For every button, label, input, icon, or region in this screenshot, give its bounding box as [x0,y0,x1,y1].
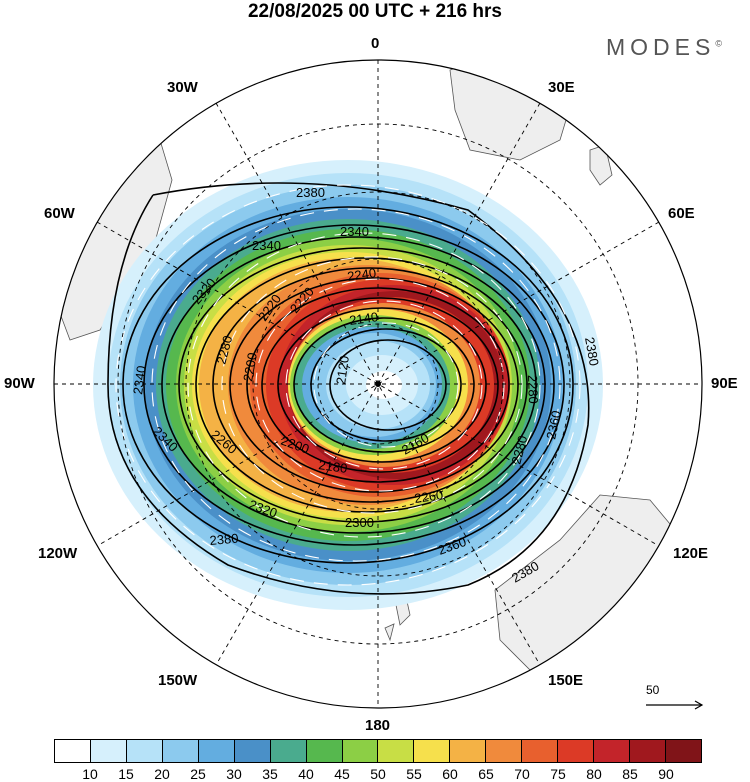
colorbar-cell [270,740,307,762]
colorbar-cell [126,740,163,762]
colorbar-tick-label: 60 [442,766,458,782]
colorbar-cell [558,740,595,762]
colorbar-cell [342,740,379,762]
colorbar-cell [414,740,451,762]
colorbar [54,739,702,763]
contour-label: 2280 [508,434,530,466]
colorbar-cell [198,740,235,762]
colorbar-tick-label: 70 [514,766,530,782]
contour-label: 2360 [543,409,564,440]
lon-label-90e: 90E [711,375,738,392]
colorbar-cell [306,740,343,762]
colorbar-tick-label: 80 [586,766,602,782]
colorbar-tick-label: 25 [190,766,206,782]
contour-label: 2340 [340,224,369,239]
contour-label: 2380 [209,531,239,548]
lon-label-30w: 30W [167,79,198,96]
colorbar-cell [90,740,127,762]
colorbar-cell [594,740,630,762]
colorbar-tick-label: 50 [370,766,386,782]
colorbar-tick-label: 30 [226,766,242,782]
colorbar-tick-label: 55 [406,766,422,782]
lon-label-150e: 150E [548,672,584,689]
contour-label: 2280 [525,375,541,404]
colorbar-cell [378,740,415,762]
colorbar-cell [486,740,523,762]
colorbar-tick-label: 65 [478,766,494,782]
lon-label-0: 0 [371,35,380,52]
colorbar-tick-label: 75 [550,766,566,782]
colorbar-tick-label: 20 [154,766,170,782]
contour-label: 2340 [130,365,149,396]
lon-label-180: 180 [365,717,391,734]
contour-label: 2200 [240,351,260,382]
colorbar-cell [55,740,91,762]
colorbar-cell [234,740,271,762]
map-title: 22/08/2025 00 UTC + 216 hrs [247,1,503,22]
colorbar-cell [665,740,701,762]
contour-label: 2380 [582,336,602,367]
contour-label: 2340 [252,238,281,253]
lon-label-60w: 60W [44,205,75,222]
lon-label-120w: 120W [38,545,78,562]
contour-label: 2180 [318,457,349,476]
brand-logo: MODES© [606,34,722,60]
colorbar-tick-label: 35 [262,766,278,782]
contour-label: 2260 [413,487,444,506]
height-contours [107,182,590,595]
colorbar-cell [522,740,559,762]
colorbar-tick-label: 40 [298,766,314,782]
colorbar-tick-label: 85 [622,766,638,782]
contour-label: 2140 [348,309,379,328]
colorbar-tick-label: 10 [82,766,98,782]
contour-label: 2280 [213,334,235,366]
contour-label: 2300 [345,515,374,530]
contour-label: 2120 [333,355,352,386]
lon-label-60e: 60E [668,205,695,222]
colorbar-cell [162,740,199,762]
lon-label-120e: 120E [673,545,709,562]
colorbar-tick-label: 45 [334,766,350,782]
contour-label: 2240 [346,265,377,284]
lon-label-150w: 150W [158,672,198,689]
reference-vector-label: 50 [646,683,660,697]
reference-vector-arrow [646,700,704,710]
colorbar-cell [630,740,666,762]
colorbar-ticks: 10 15 20 25 30 35 40 45 50 55 60 65 70 75 80 85 90 [54,766,702,782]
colorbar-cell [450,740,487,762]
colorbar-tick-label: 15 [118,766,134,782]
lon-label-30e: 30E [548,79,575,96]
colorbar-tick-label: 90 [658,766,674,782]
lon-label-90w: 90W [4,375,35,392]
wind-vectors [115,184,581,586]
contour-label: 2380 [296,185,325,200]
